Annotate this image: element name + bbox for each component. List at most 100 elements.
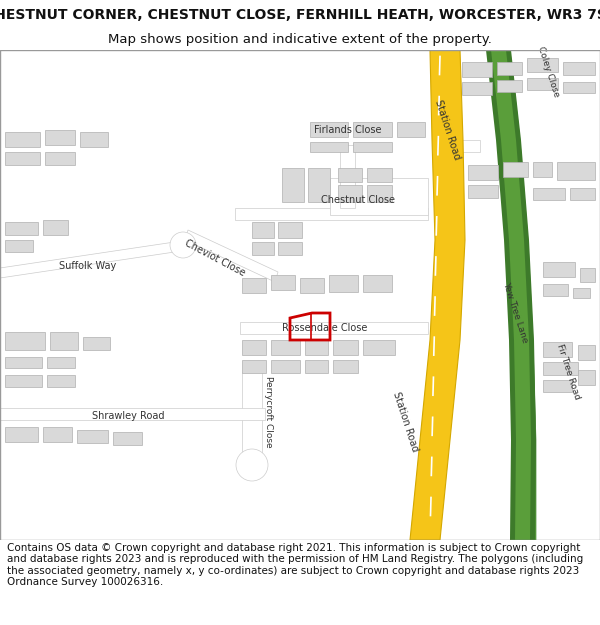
Bar: [0, 50, 600, 540]
Polygon shape: [242, 278, 266, 293]
Polygon shape: [488, 50, 536, 540]
Text: Shrawley Road: Shrawley Road: [92, 411, 164, 421]
Polygon shape: [305, 360, 328, 373]
Polygon shape: [462, 62, 492, 77]
Polygon shape: [462, 140, 480, 152]
Polygon shape: [45, 152, 75, 165]
Polygon shape: [578, 345, 595, 360]
Text: Rossendale Close: Rossendale Close: [283, 323, 368, 333]
Polygon shape: [5, 375, 42, 387]
Polygon shape: [47, 357, 75, 368]
Polygon shape: [271, 360, 300, 373]
Polygon shape: [557, 162, 595, 180]
Polygon shape: [397, 122, 425, 137]
Polygon shape: [329, 275, 358, 292]
Polygon shape: [367, 185, 392, 202]
Polygon shape: [5, 222, 38, 235]
Text: CHESTNUT CORNER, CHESTNUT CLOSE, FERNHILL HEATH, WORCESTER, WR3 7SZ: CHESTNUT CORNER, CHESTNUT CLOSE, FERNHIL…: [0, 8, 600, 21]
Text: Station Road: Station Road: [433, 99, 461, 161]
Polygon shape: [252, 222, 274, 238]
Text: Yew Tree Lane: Yew Tree Lane: [501, 281, 529, 344]
Polygon shape: [333, 340, 358, 355]
Polygon shape: [242, 372, 262, 465]
Polygon shape: [282, 168, 304, 202]
Polygon shape: [308, 168, 330, 202]
Text: Contains OS data © Crown copyright and database right 2021. This information is : Contains OS data © Crown copyright and d…: [7, 542, 583, 588]
Polygon shape: [363, 340, 395, 355]
Polygon shape: [543, 284, 568, 296]
Polygon shape: [271, 340, 300, 355]
Polygon shape: [533, 162, 552, 177]
Polygon shape: [363, 275, 392, 292]
Polygon shape: [462, 82, 492, 95]
Polygon shape: [271, 275, 295, 290]
Polygon shape: [47, 375, 75, 387]
Text: Station Road: Station Road: [391, 391, 419, 453]
Polygon shape: [340, 145, 355, 208]
Polygon shape: [497, 62, 522, 75]
Text: Map shows position and indicative extent of the property.: Map shows position and indicative extent…: [108, 32, 492, 46]
Polygon shape: [486, 50, 516, 540]
Polygon shape: [330, 178, 428, 215]
Polygon shape: [278, 222, 302, 238]
Polygon shape: [77, 430, 108, 443]
Polygon shape: [240, 322, 428, 334]
Polygon shape: [278, 242, 302, 255]
Polygon shape: [83, 337, 110, 350]
Polygon shape: [353, 142, 392, 152]
Polygon shape: [113, 432, 142, 445]
Polygon shape: [570, 188, 595, 200]
Polygon shape: [543, 362, 578, 375]
Polygon shape: [573, 288, 590, 298]
Polygon shape: [338, 185, 362, 202]
Polygon shape: [533, 188, 565, 200]
Circle shape: [170, 232, 196, 258]
Polygon shape: [50, 332, 78, 350]
Polygon shape: [5, 240, 33, 252]
Polygon shape: [235, 208, 428, 220]
Polygon shape: [338, 168, 362, 182]
Polygon shape: [468, 165, 498, 180]
Polygon shape: [563, 82, 595, 93]
Polygon shape: [503, 162, 528, 177]
Polygon shape: [543, 342, 572, 357]
Polygon shape: [43, 427, 72, 442]
Polygon shape: [506, 50, 536, 540]
Polygon shape: [43, 220, 68, 235]
Polygon shape: [410, 50, 465, 540]
Polygon shape: [310, 142, 348, 152]
Polygon shape: [0, 240, 188, 278]
Polygon shape: [353, 122, 392, 137]
Polygon shape: [5, 427, 38, 442]
Polygon shape: [242, 340, 266, 355]
Polygon shape: [45, 130, 75, 145]
Polygon shape: [580, 268, 595, 282]
Polygon shape: [527, 58, 558, 72]
Text: Fir Tree Road: Fir Tree Road: [555, 343, 581, 401]
Text: Chestnut Close: Chestnut Close: [321, 195, 395, 205]
Text: Firlands Close: Firlands Close: [314, 125, 382, 135]
Polygon shape: [0, 408, 265, 420]
Polygon shape: [185, 230, 278, 282]
Polygon shape: [543, 262, 575, 277]
Text: Cheviot Close: Cheviot Close: [183, 238, 247, 278]
Polygon shape: [5, 132, 40, 147]
Text: Coley Close: Coley Close: [536, 46, 560, 99]
Polygon shape: [543, 380, 572, 392]
Polygon shape: [310, 122, 348, 137]
Polygon shape: [5, 357, 42, 368]
Polygon shape: [300, 278, 324, 293]
Polygon shape: [5, 332, 45, 350]
Polygon shape: [563, 62, 595, 75]
Polygon shape: [578, 370, 595, 385]
Polygon shape: [527, 78, 558, 90]
Text: Perrycroft Close: Perrycroft Close: [263, 376, 272, 448]
Text: Suffolk Way: Suffolk Way: [59, 261, 116, 271]
Circle shape: [236, 449, 268, 481]
Polygon shape: [80, 132, 108, 147]
Polygon shape: [242, 360, 266, 373]
Polygon shape: [367, 168, 392, 182]
Polygon shape: [333, 360, 358, 373]
Polygon shape: [5, 152, 40, 165]
Polygon shape: [497, 80, 522, 92]
